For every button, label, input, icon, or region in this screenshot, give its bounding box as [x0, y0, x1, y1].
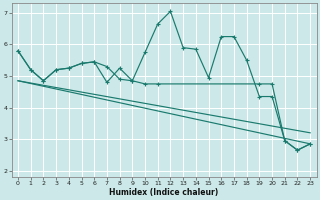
- X-axis label: Humidex (Indice chaleur): Humidex (Indice chaleur): [109, 188, 219, 197]
